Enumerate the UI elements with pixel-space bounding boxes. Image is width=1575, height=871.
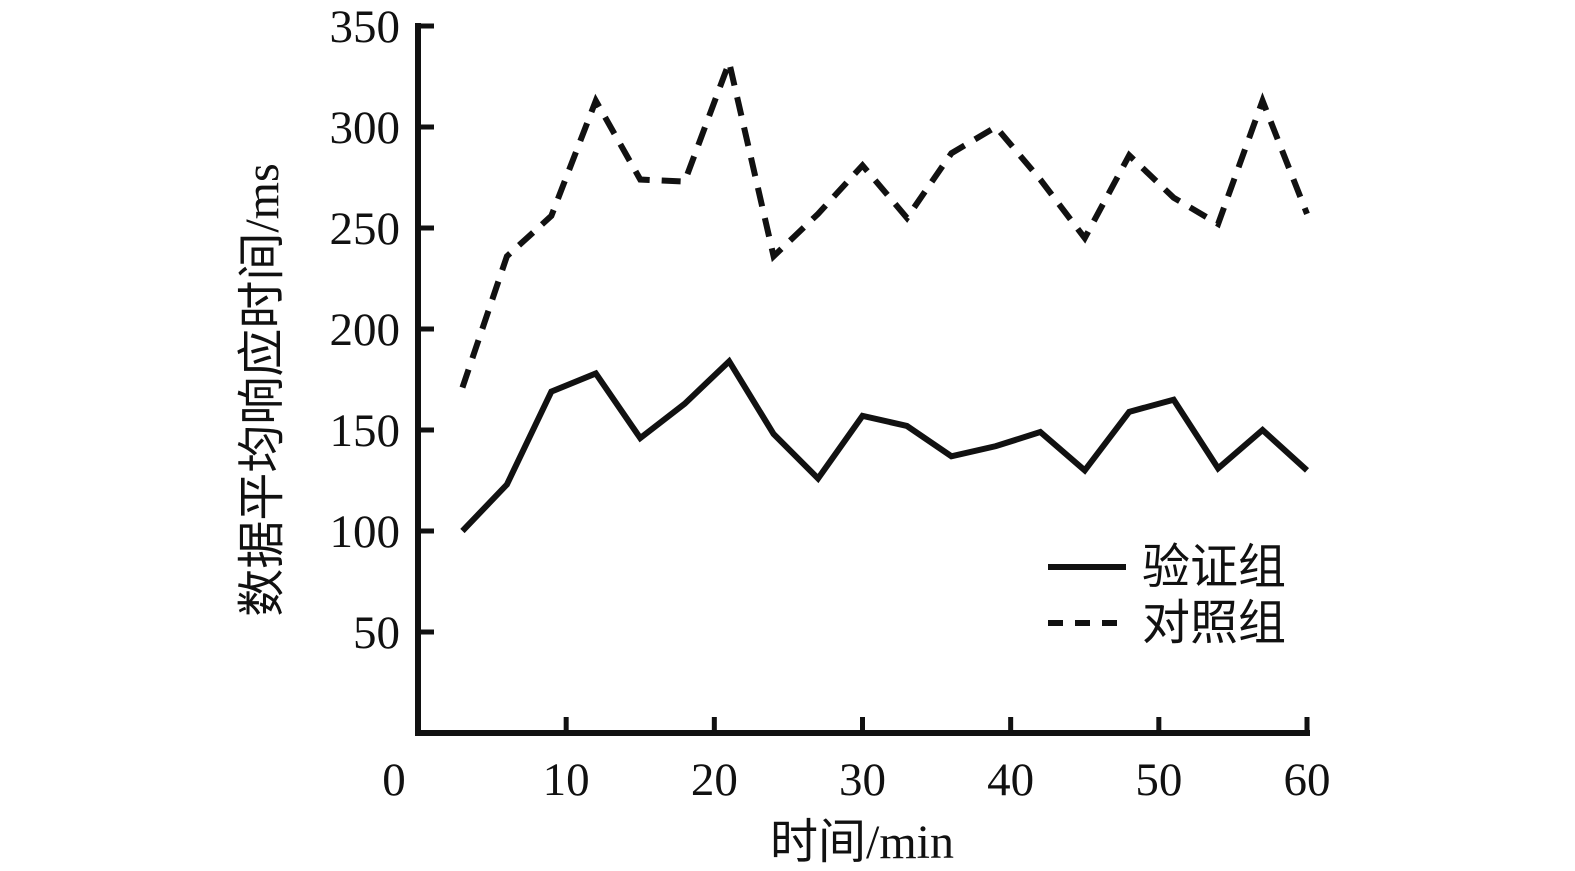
- x-tick-label: 50: [1135, 754, 1182, 806]
- y-tick-label: 350: [330, 1, 401, 53]
- y-tick-label: 250: [330, 203, 401, 255]
- y-tick-label: 100: [330, 506, 401, 558]
- x-tick-label: 40: [987, 754, 1034, 806]
- x-tick-label: 30: [839, 754, 886, 806]
- y-axis-ticks: 50 100 150 200 250 300 350: [330, 1, 434, 659]
- plot-series: [459, 51, 1310, 534]
- legend: 验证组 对照组: [1048, 541, 1286, 650]
- legend-label-solid-series: 验证组: [1142, 541, 1286, 594]
- x-tick-label: 20: [691, 754, 738, 806]
- y-axis-title: 数据平均响应时间/ms: [236, 163, 289, 616]
- x-tick-label: 60: [1284, 754, 1331, 806]
- y-tick-label: 200: [330, 304, 401, 356]
- series-line-dashed: [459, 51, 1310, 389]
- y-tick-label: 300: [330, 102, 401, 154]
- legend-label-dashed-series: 对照组: [1142, 597, 1286, 650]
- y-tick-label: 150: [330, 405, 401, 457]
- x-axis-title: 时间/min: [770, 816, 954, 869]
- x-tick-label: 10: [543, 754, 590, 806]
- series-line-solid: [460, 356, 1310, 534]
- x-axis-ticks: 0 10 20 30 40 50 60: [382, 717, 1331, 806]
- y-tick-label: 50: [353, 607, 400, 659]
- x-tick-label: 0: [382, 754, 406, 806]
